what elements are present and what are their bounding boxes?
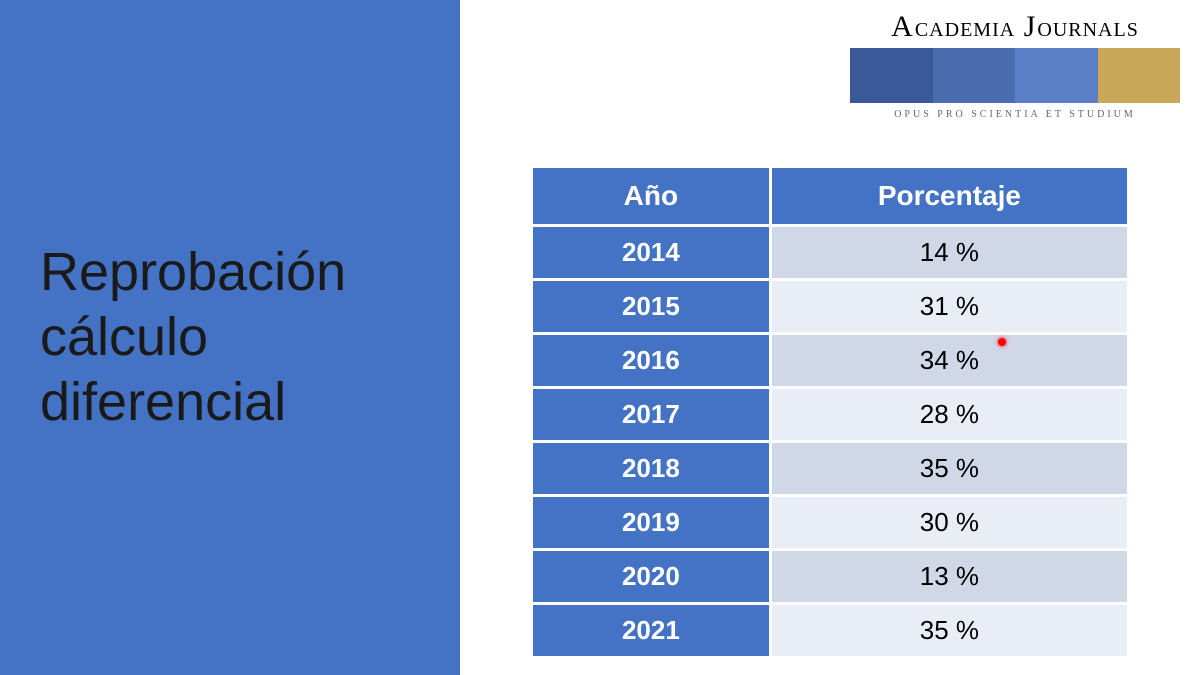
brand-logo: ACADEMIA JOURNALS OPUS PRO SCIENTIA ET S… xyxy=(850,10,1180,120)
percentage-cell: 34 % xyxy=(770,334,1128,388)
logo-bar-4 xyxy=(1098,48,1181,103)
logo-tagline: OPUS PRO SCIENTIA ET STUDIUM xyxy=(850,109,1180,120)
year-cell: 2019 xyxy=(532,496,771,550)
percentage-cell: 35 % xyxy=(770,442,1128,496)
logo-brand-name: ACADEMIA JOURNALS xyxy=(850,10,1180,44)
table-row: 201728 % xyxy=(532,388,1129,442)
table-row: 201634 % xyxy=(532,334,1129,388)
year-cell: 2021 xyxy=(532,604,771,658)
failure-rate-table: Año Porcentaje 201414 %201531 %201634 %2… xyxy=(530,165,1130,659)
percentage-cell: 13 % xyxy=(770,550,1128,604)
logo-color-bars xyxy=(850,48,1180,103)
year-cell: 2020 xyxy=(532,550,771,604)
percentage-cell: 30 % xyxy=(770,496,1128,550)
percentage-cell: 14 % xyxy=(770,226,1128,280)
percentage-cell: 35 % xyxy=(770,604,1128,658)
col-percentage: Porcentaje xyxy=(770,167,1128,226)
table-row: 202013 % xyxy=(532,550,1129,604)
logo-bar-2 xyxy=(933,48,1016,103)
table-row: 201835 % xyxy=(532,442,1129,496)
percentage-cell: 31 % xyxy=(770,280,1128,334)
col-year: Año xyxy=(532,167,771,226)
table-row: 201414 % xyxy=(532,226,1129,280)
percentage-cell: 28 % xyxy=(770,388,1128,442)
table-body: 201414 %201531 %201634 %201728 %201835 %… xyxy=(532,226,1129,658)
table-row: 201531 % xyxy=(532,280,1129,334)
year-cell: 2016 xyxy=(532,334,771,388)
logo-bar-1 xyxy=(850,48,933,103)
year-cell: 2014 xyxy=(532,226,771,280)
table-row: 201930 % xyxy=(532,496,1129,550)
sidebar-panel: Reprobación cálculo diferencial xyxy=(0,0,460,675)
year-cell: 2018 xyxy=(532,442,771,496)
table-row: 202135 % xyxy=(532,604,1129,658)
table-header-row: Año Porcentaje xyxy=(532,167,1129,226)
laser-pointer-icon xyxy=(998,338,1006,346)
year-cell: 2015 xyxy=(532,280,771,334)
year-cell: 2017 xyxy=(532,388,771,442)
slide-title: Reprobación cálculo diferencial xyxy=(40,240,460,434)
logo-bar-3 xyxy=(1015,48,1098,103)
